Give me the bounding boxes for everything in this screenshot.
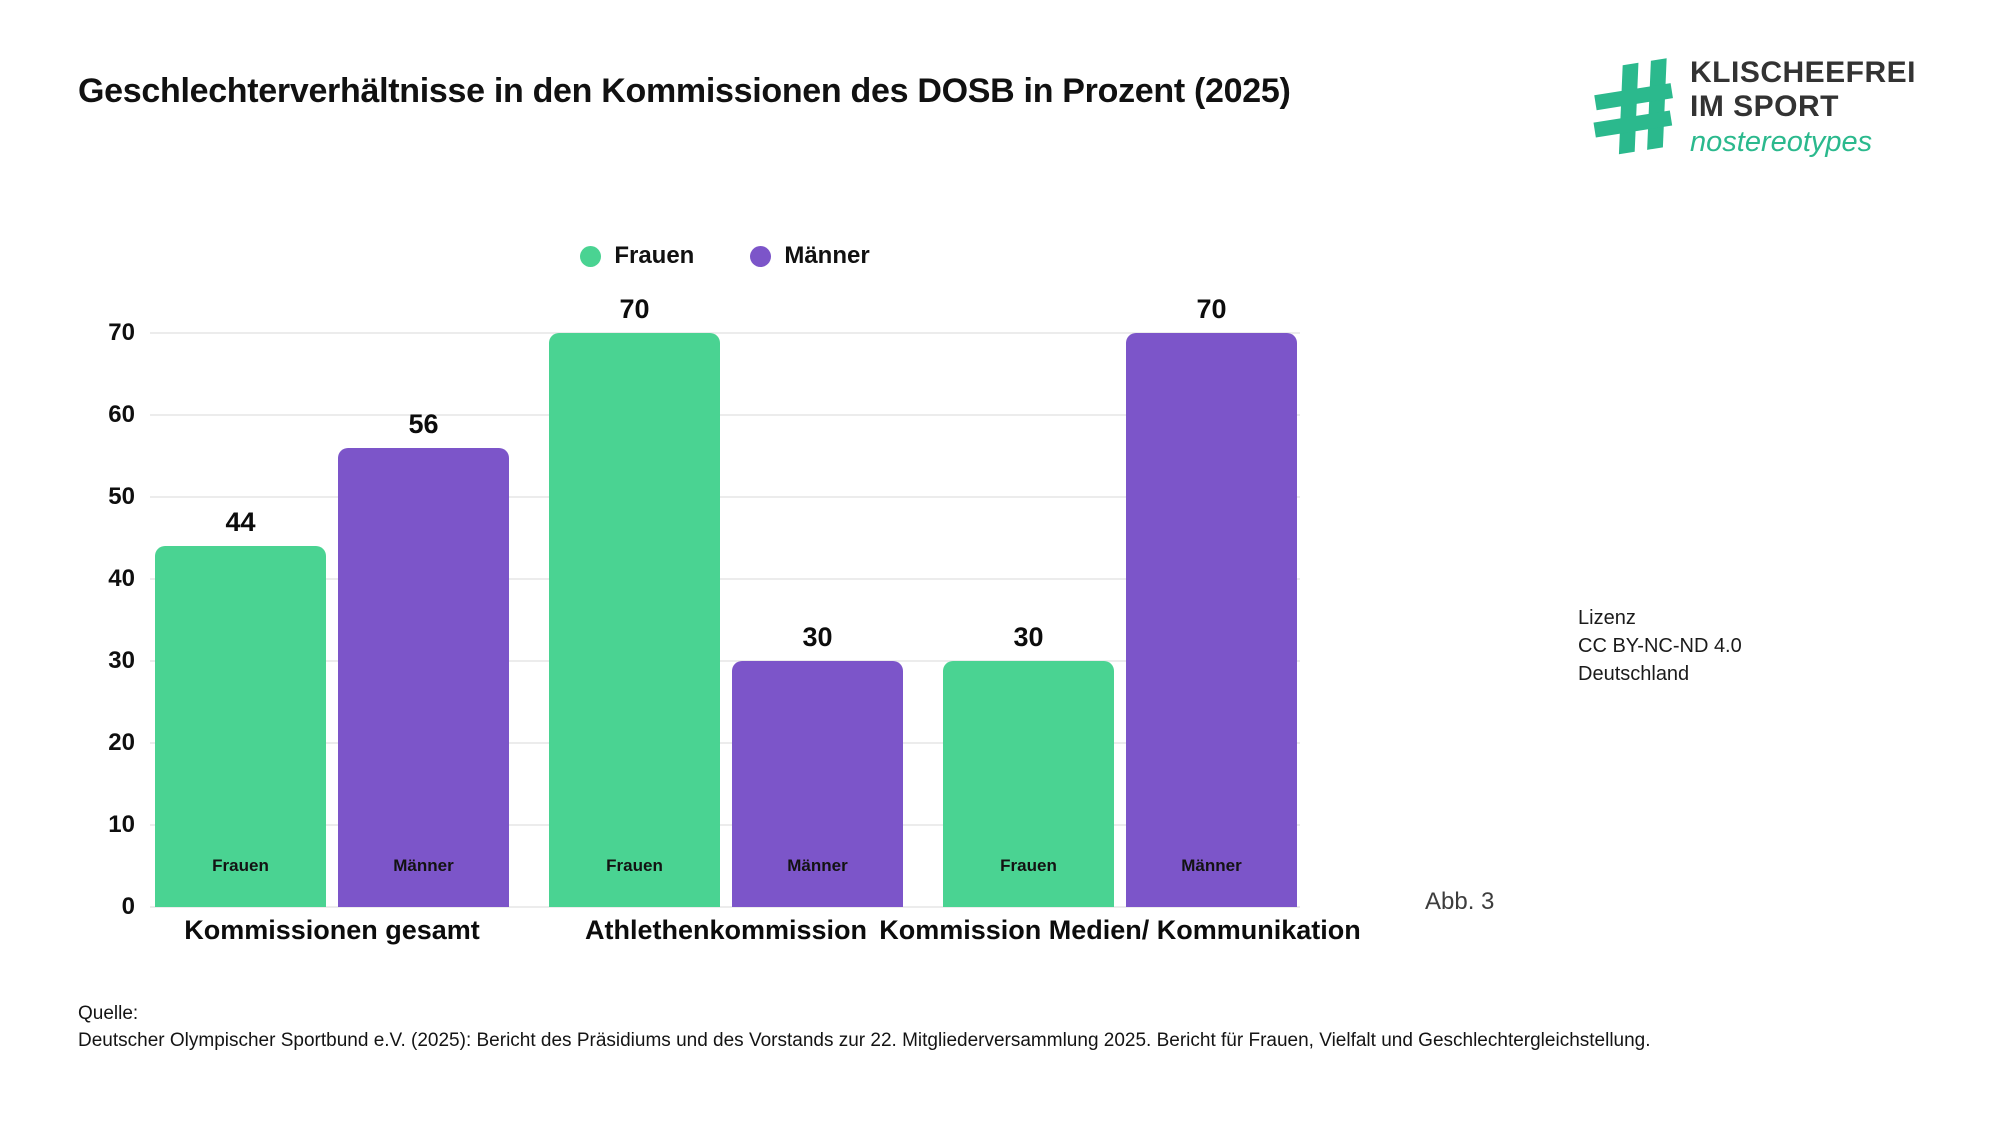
bar-männer	[338, 447, 509, 907]
x-axis-category-label: Athlethenkommission	[584, 915, 868, 945]
source-text: Deutscher Olympischer Sportbund e.V. (20…	[78, 1030, 1651, 1051]
frauen-legend-dot	[580, 245, 602, 267]
license-line: CC BY-NC-ND 4.0	[1578, 635, 1742, 657]
y-axis-tick-label: 0	[121, 893, 135, 920]
logo-line-1: KLISCHEEFREI	[1690, 56, 1917, 89]
bar-series-label: Frauen	[212, 856, 269, 875]
maenner-legend-label: Männer	[784, 242, 870, 269]
bar-value-label: 70	[1196, 294, 1227, 324]
klischeefrei-logo: KLISCHEEFREI IM SPORT nostereotypes	[1590, 55, 1916, 161]
y-axis-tick-label: 50	[108, 483, 135, 510]
bar-männer	[1126, 333, 1297, 907]
bar-series-label: Männer	[787, 856, 848, 875]
gridline	[150, 742, 1300, 744]
bar-frauen	[155, 546, 326, 907]
gridline	[150, 906, 1300, 908]
x-axis-category-label: Kommissionen gesamt	[184, 915, 480, 945]
gridline	[150, 578, 1300, 580]
logo-text: KLISCHEEFREI IM SPORT nostereotypes	[1690, 56, 1916, 160]
bar-series-label: Frauen	[606, 856, 663, 875]
x-axis-category-label: Kommission Medien/ Kommunikation	[879, 915, 1361, 945]
y-axis-tick-label: 10	[108, 811, 135, 838]
figure-number-label: Abb. 3	[1425, 888, 1495, 915]
gridline	[150, 660, 1300, 662]
bar-series-label: Männer	[393, 856, 454, 875]
license-line: Lizenz	[1578, 607, 1636, 629]
bar-value-label: 56	[408, 408, 439, 439]
bar-value-label: 70	[619, 294, 650, 324]
gridline	[150, 496, 1300, 498]
bar-value-label: 30	[1013, 622, 1044, 652]
gridline	[150, 824, 1300, 826]
bar-männer	[732, 661, 903, 907]
source-block: Quelle: Deutscher Olympischer Sportbund …	[78, 1000, 1651, 1054]
bar-value-label: 30	[802, 622, 833, 652]
bar-series-label: Männer	[1181, 856, 1242, 875]
logo-line-2: IM SPORT	[1690, 90, 1840, 123]
y-axis-tick-label: 20	[108, 729, 135, 756]
source-label: Quelle:	[78, 1003, 139, 1024]
y-axis-tick-label: 30	[108, 647, 135, 674]
bar-frauen	[943, 661, 1114, 907]
license-line: Deutschland	[1578, 663, 1690, 685]
page-title: Geschlechterverhältnisse in den Kommissi…	[78, 72, 1291, 110]
maenner-legend-dot	[750, 245, 772, 267]
y-axis-tick-label: 60	[108, 401, 135, 428]
license-block: Lizenz CC BY-NC-ND 4.0 Deutschland	[1578, 604, 1742, 688]
bar-series-label: Frauen	[1000, 856, 1057, 875]
chart-legend: Frauen Männer	[150, 242, 1300, 270]
bar-frauen	[549, 333, 720, 907]
gridline	[150, 414, 1300, 416]
bar-value-label: 44	[225, 507, 256, 538]
frauen-legend-label: Frauen	[614, 242, 695, 269]
y-axis-tick-label: 40	[108, 565, 135, 592]
hashtag-icon	[1593, 58, 1673, 155]
y-axis-tick-label: 70	[108, 319, 135, 346]
logo-tagline: nostereotypes	[1690, 126, 1873, 158]
legend-item-frauen: Frauen	[580, 242, 694, 270]
gridline	[150, 332, 1300, 334]
legend-item-maenner: Männer	[750, 242, 870, 270]
